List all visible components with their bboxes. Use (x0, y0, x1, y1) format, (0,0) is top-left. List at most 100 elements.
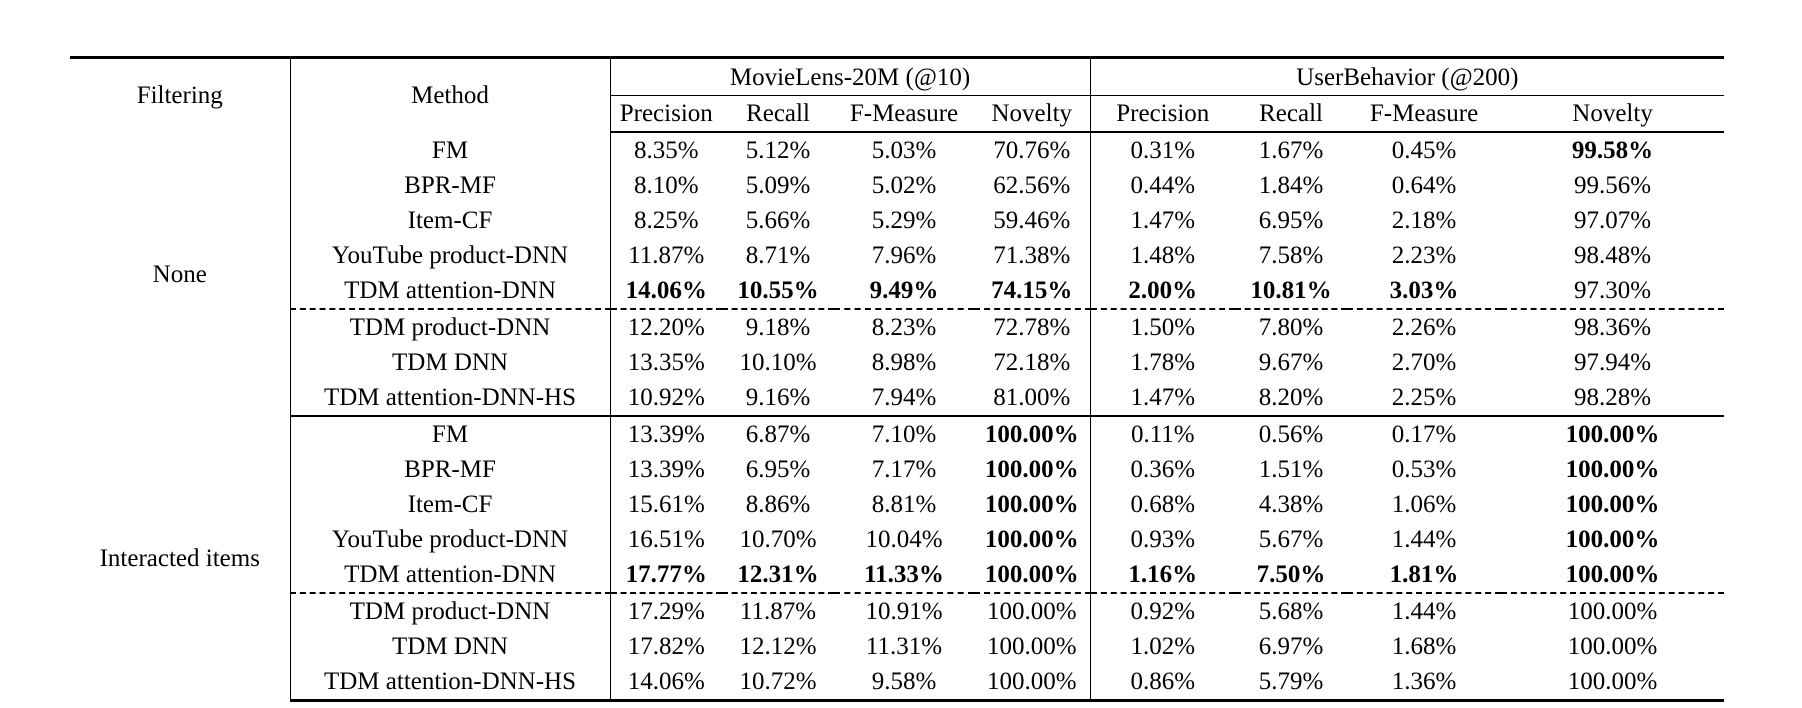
header-filtering: Filtering (70, 56, 291, 132)
value-cell: 100.00% (1501, 664, 1725, 702)
method-cell: YouTube product-DNN (290, 238, 611, 273)
value-cell: 0.68% (1130, 491, 1196, 518)
method-cell: TDM attention-DNN-HS (290, 664, 611, 702)
method-cell: TDM product-DNN (290, 592, 611, 629)
value-cell: 97.30% (1574, 277, 1652, 304)
results-table-container: Filtering Method MovieLens-20M (@10) Use… (70, 56, 1725, 702)
value-cell: 100.00% (974, 416, 1091, 452)
value-cell: 5.09% (745, 172, 811, 199)
value-cell: 2.25% (1347, 380, 1502, 417)
value-cell: 0.31% (1130, 137, 1196, 164)
filter-cell: None (70, 132, 291, 416)
method-cell: TDM DNN (290, 629, 611, 664)
value-cell: 0.86% (1090, 664, 1236, 702)
value-cell: 5.12% (745, 137, 811, 164)
value-cell: 7.58% (1258, 242, 1324, 269)
value-cell: 1.78% (1130, 349, 1196, 376)
value-cell: 13.39% (627, 456, 705, 483)
method-cell: FM (290, 132, 611, 168)
value-cell: 81.00% (974, 380, 1091, 417)
value-cell: 1.02% (1130, 633, 1196, 660)
table-row: TDM attention-DNN-HS 14.06% 10.72% 9.58% 100… (70, 664, 1725, 702)
value-cell: 1.44% (1391, 526, 1457, 553)
value-cell: 0.11% (1130, 421, 1195, 448)
value-cell: 1.44% (1347, 592, 1502, 629)
value-cell: 0.93% (1130, 526, 1196, 553)
value-cell: 1.06% (1391, 491, 1457, 518)
value-cell: 1.48% (1130, 242, 1196, 269)
section-interacted-items: Interacted items FM 13.39% 6.87% 7.10% 100.00… (70, 416, 1725, 702)
value-cell: 10.55% (737, 277, 819, 304)
value-cell: 10.72% (722, 664, 834, 702)
table-row: TDM attention-DNN-HS 10.92% 9.16% 7.94% 81.0… (70, 380, 1725, 417)
value-cell: 2.23% (1391, 242, 1457, 269)
value-cell: 0.53% (1391, 456, 1457, 483)
value-cell: 12.31% (737, 561, 819, 588)
value-cell: 0.45% (1391, 137, 1457, 164)
value-cell: 8.10% (633, 172, 699, 199)
value-cell: 2.70% (1391, 349, 1457, 376)
header-method: Method (290, 56, 611, 132)
value-cell: 59.46% (974, 203, 1091, 238)
value-cell: 72.78% (974, 308, 1091, 345)
value-cell: 8.23% (834, 308, 974, 345)
value-cell: 0.44% (1130, 172, 1196, 199)
table-row: BPR-MF 13.39% 6.95% 7.17% 100.00% 0.36% 1.51% 0… (70, 452, 1724, 487)
value-cell: 14.06% (625, 277, 707, 304)
value-cell: 12.12% (739, 633, 817, 660)
table-row: TDM DNN 13.35% 10.10% 8.98% 72.18% 1.78% 9.67%… (70, 345, 1724, 380)
method-cell: TDM attention-DNN-HS (290, 380, 611, 417)
value-cell: 11.87% (628, 242, 705, 269)
value-cell: 1.47% (1130, 207, 1196, 234)
value-cell: 8.25% (633, 207, 699, 234)
value-cell: 10.92% (610, 380, 722, 417)
value-cell: 14.06% (610, 664, 722, 702)
value-cell: 100.00% (974, 592, 1091, 629)
value-cell: 17.77% (625, 561, 707, 588)
value-cell: 100.00% (1565, 561, 1660, 588)
value-cell: 1.68% (1391, 633, 1457, 660)
value-cell: 5.67% (1258, 526, 1324, 553)
value-cell: 62.56% (974, 168, 1091, 203)
table-row: Item-CF 15.61% 8.86% 8.81% 100.00% 0.68% 4.38%… (70, 487, 1724, 522)
header-group-movielens: MovieLens-20M (@10) (610, 56, 1091, 96)
value-cell: 10.04% (865, 526, 943, 553)
value-cell: 6.95% (745, 456, 811, 483)
filter-cell: Interacted items (70, 416, 291, 701)
value-cell: 1.50% (1090, 308, 1236, 345)
header-metric: F-Measure (834, 95, 974, 133)
table-row: YouTube product-DNN 16.51% 10.70% 10.04% 100… (70, 522, 1724, 557)
value-cell: 100.00% (974, 452, 1091, 487)
value-cell: 10.91% (834, 592, 974, 629)
value-cell: 9.67% (1258, 349, 1324, 376)
method-cell: TDM attention-DNN (290, 557, 611, 593)
value-cell: 100.00% (974, 522, 1091, 557)
value-cell: 8.71% (745, 242, 811, 269)
table-row: Item-CF 8.25% 5.66% 5.29% 59.46% 1.47% 6.95% 2.… (70, 203, 1724, 238)
results-table: Filtering Method MovieLens-20M (@10) Use… (70, 56, 1725, 702)
value-cell: 9.16% (722, 380, 834, 417)
method-cell: BPR-MF (290, 168, 611, 203)
value-cell: 5.29% (871, 207, 937, 234)
value-cell: 11.31% (865, 633, 943, 660)
header-metric: Recall (1235, 95, 1348, 133)
method-cell: TDM product-DNN (290, 308, 611, 345)
value-cell: 7.10% (871, 421, 937, 448)
header-group-userbehavior: UserBehavior (@200) (1090, 56, 1725, 96)
header-metric: F-Measure (1347, 95, 1502, 133)
value-cell: 100.00% (974, 557, 1091, 593)
value-cell: 0.36% (1130, 456, 1196, 483)
value-cell: 7.96% (871, 242, 937, 269)
table-row: TDM DNN 17.82% 12.12% 11.31% 100.00% 1.02% 6.9… (70, 629, 1724, 664)
value-cell: 8.81% (871, 491, 937, 518)
value-cell: 11.33% (864, 561, 944, 588)
method-cell: Item-CF (290, 487, 611, 522)
value-cell: 1.84% (1258, 172, 1324, 199)
value-cell: 17.82% (627, 633, 705, 660)
value-cell: 100.00% (1567, 633, 1658, 660)
value-cell: 0.92% (1090, 592, 1236, 629)
value-cell: 2.18% (1391, 207, 1457, 234)
header-metric: Novelty (1501, 95, 1725, 133)
value-cell: 15.61% (627, 491, 705, 518)
table-row: YouTube product-DNN 11.87% 8.71% 7.96% 71.38… (70, 238, 1724, 273)
